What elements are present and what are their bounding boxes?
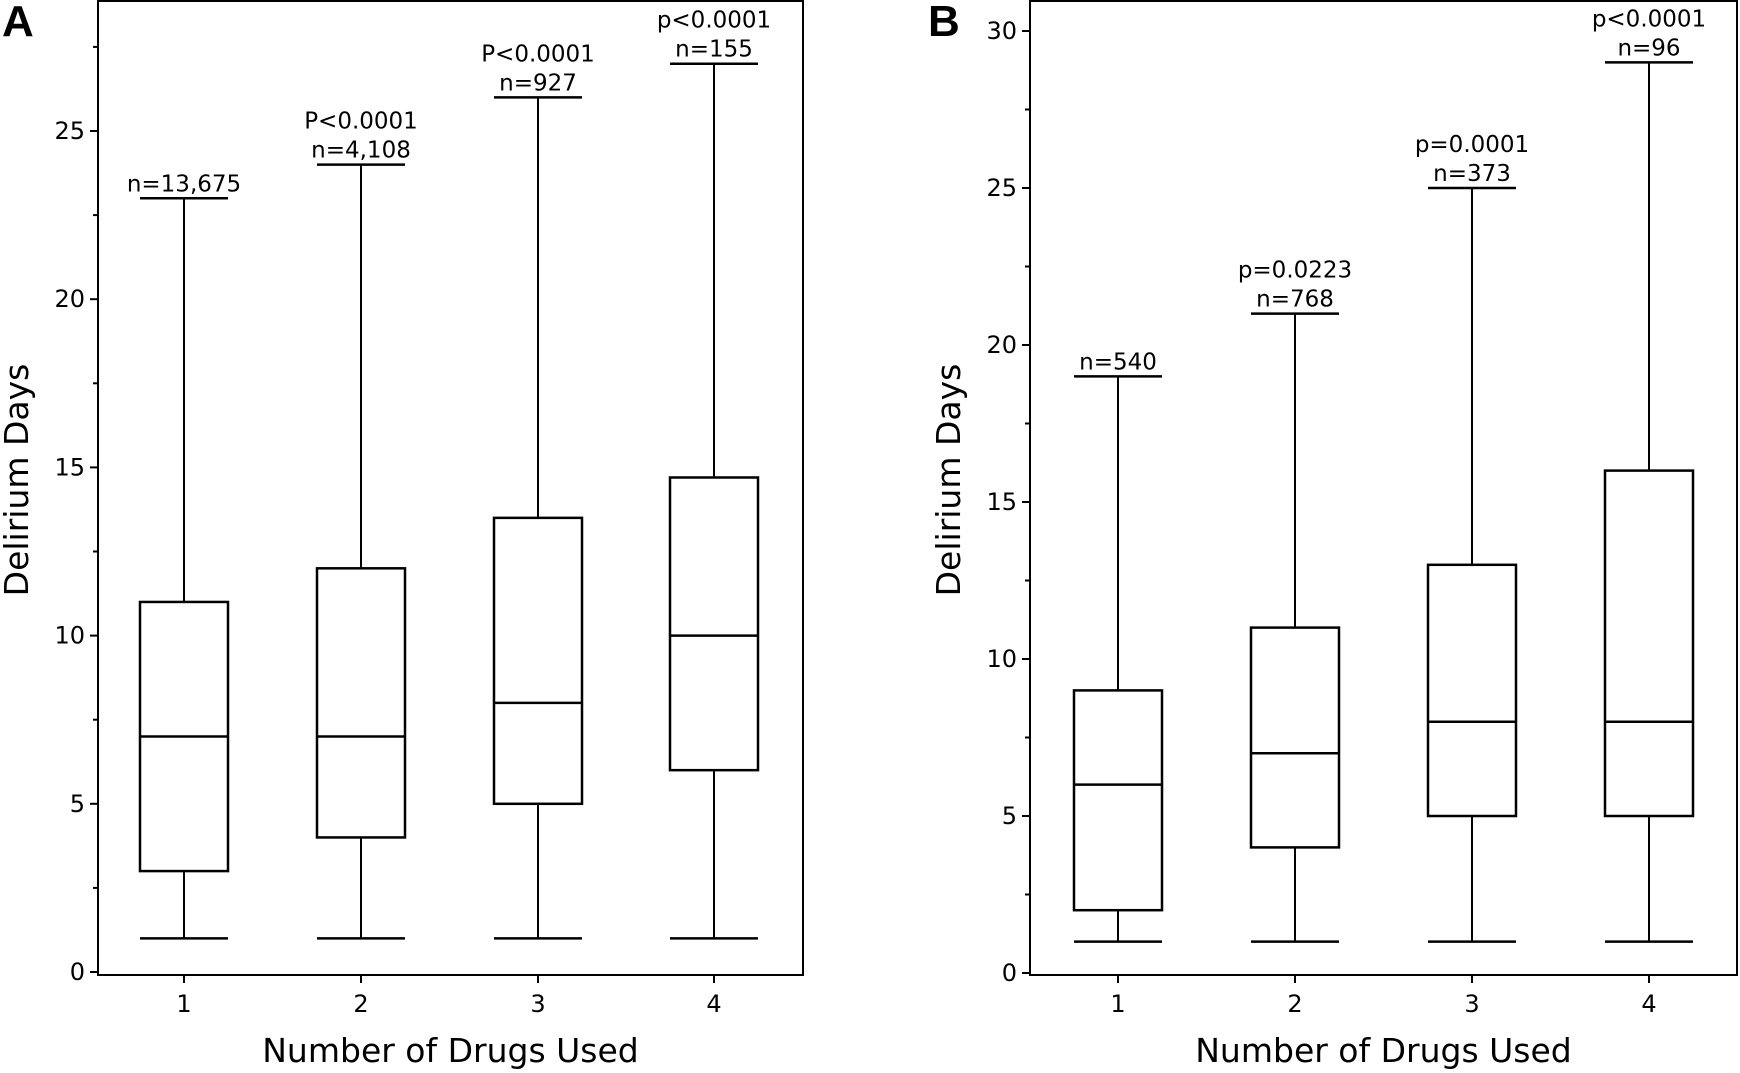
x-tick-label: 2 <box>353 990 368 1018</box>
y-tick-label: 15 <box>986 488 1017 516</box>
panel-b: B 0 5 10 15 20 25 30 1 2 3 4 Number of Drugs Used Del… <box>928 0 1738 1070</box>
y-axis-label: Delirium Days <box>0 364 36 597</box>
y-tick-label: 20 <box>986 331 1017 359</box>
y-tick-label: 0 <box>70 958 85 986</box>
x-tick-label: 3 <box>1464 990 1479 1018</box>
y-tick-label: 0 <box>1002 959 1017 987</box>
n-label: n=540 <box>1079 349 1157 375</box>
y-axis-label: Delirium Days <box>929 364 968 597</box>
p-value-label: P<0.0001 <box>481 41 595 67</box>
y-tick-label: 25 <box>54 117 85 145</box>
y-tick-label: 10 <box>986 645 1017 673</box>
p-value-label: p=0.0223 <box>1238 258 1352 284</box>
x-axis-label: Number of Drugs Used <box>1195 1031 1571 1070</box>
n-label: n=13,675 <box>127 171 241 197</box>
n-label: n=155 <box>675 37 753 63</box>
n-label: n=96 <box>1617 35 1680 61</box>
p-value-label: p=0.0001 <box>1415 132 1529 158</box>
p-value-label: p<0.0001 <box>1592 6 1706 32</box>
box-plot-3: n=373 p=0.0001 <box>1415 132 1529 943</box>
x-axis-label: Number of Drugs Used <box>262 1031 638 1070</box>
panel-letter: A <box>2 0 34 46</box>
x-tick-label: 3 <box>530 990 545 1018</box>
iqr-box <box>1426 563 1518 818</box>
n-label: n=373 <box>1433 161 1511 187</box>
y-tick-label: 25 <box>986 174 1017 202</box>
p-value-label: P<0.0001 <box>304 109 418 135</box>
iqr-box <box>1603 469 1695 818</box>
box-plot-1: n=13,675 <box>127 171 241 940</box>
y-tick-label: 20 <box>54 285 85 313</box>
iqr-box <box>492 516 584 806</box>
box-plot-4: n=96 p<0.0001 <box>1592 6 1706 943</box>
panel-a: A 0 5 10 15 20 25 1 2 3 4 Number of Drugs Used Delir… <box>0 0 804 1070</box>
x-tick-label: 4 <box>1641 990 1656 1018</box>
x-tick-label: 1 <box>176 990 191 1018</box>
p-value-label: p<0.0001 <box>657 8 771 34</box>
iqr-box <box>1249 626 1341 849</box>
x-tick-label: 2 <box>1287 990 1302 1018</box>
y-tick-label: 30 <box>986 17 1017 45</box>
plot-frame <box>1029 0 1738 976</box>
plot-frame <box>97 0 804 976</box>
box-plot-2: n=4,108 P<0.0001 <box>304 109 418 940</box>
y-tick-label: 10 <box>54 622 85 650</box>
iqr-box <box>668 476 760 772</box>
box-plot-3: n=927 P<0.0001 <box>481 41 595 940</box>
iqr-box <box>1072 689 1164 912</box>
iqr-box <box>315 567 407 839</box>
box-plot-1: n=540 <box>1072 349 1164 943</box>
y-tick-label: 5 <box>70 790 85 818</box>
n-label: n=4,108 <box>311 138 411 164</box>
x-tick-label: 4 <box>706 990 721 1018</box>
x-tick-label: 1 <box>1110 990 1125 1018</box>
y-tick-label: 5 <box>1002 802 1017 830</box>
box-plot-4: n=155 p<0.0001 <box>657 8 771 940</box>
panel-letter: B <box>928 0 960 46</box>
n-label: n=927 <box>499 70 577 96</box>
y-tick-label: 15 <box>54 453 85 481</box>
box-plot-2: n=768 p=0.0223 <box>1238 258 1352 943</box>
n-label: n=768 <box>1256 287 1334 313</box>
